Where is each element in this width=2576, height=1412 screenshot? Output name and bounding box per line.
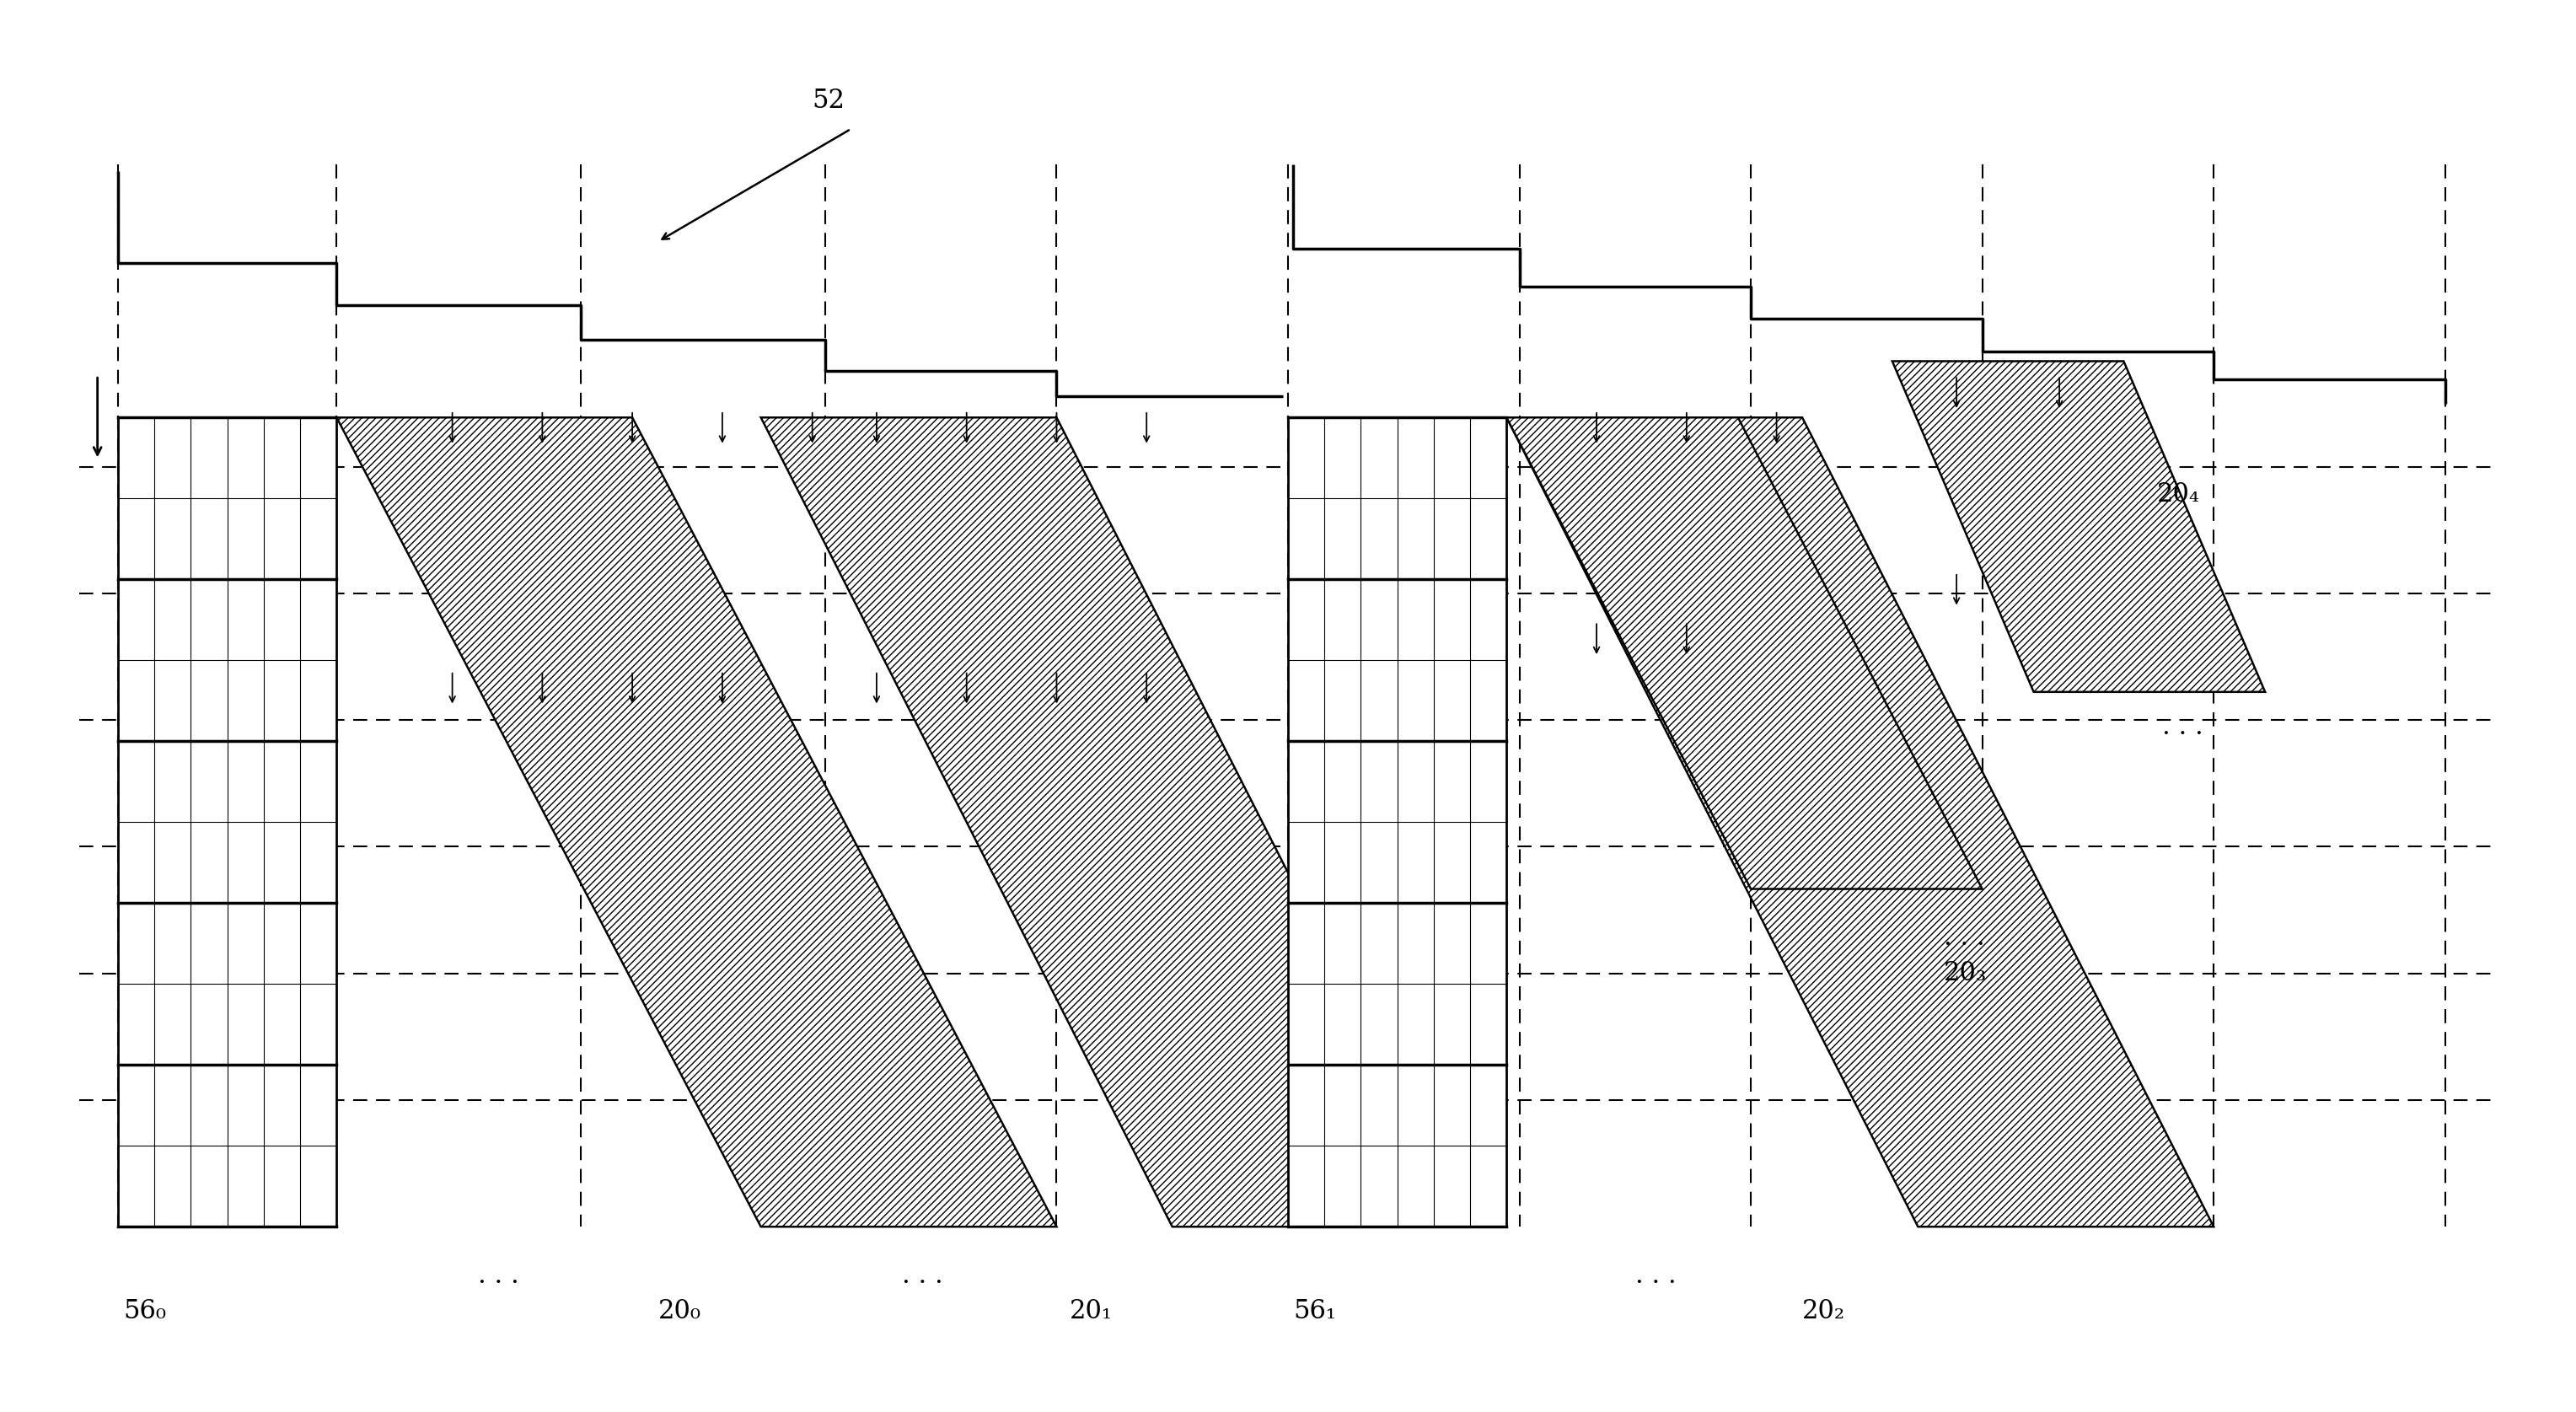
Text: . . .: . . . xyxy=(479,1262,520,1289)
Text: 56₀: 56₀ xyxy=(124,1298,167,1324)
Text: 20₁: 20₁ xyxy=(1069,1298,1113,1324)
Polygon shape xyxy=(1893,361,2264,692)
Polygon shape xyxy=(1507,418,1984,890)
Polygon shape xyxy=(1507,418,2213,1227)
Text: 20₀: 20₀ xyxy=(657,1298,701,1324)
Polygon shape xyxy=(760,418,1468,1227)
Text: . . .: . . . xyxy=(902,1262,943,1289)
Text: 20₂: 20₂ xyxy=(1803,1298,1844,1324)
Bar xyxy=(1288,418,1507,1227)
Bar xyxy=(118,418,337,1227)
Text: . . .: . . . xyxy=(1945,925,1984,952)
Polygon shape xyxy=(337,418,1056,1227)
Text: 20₃: 20₃ xyxy=(1945,960,1986,987)
Text: 56₁: 56₁ xyxy=(1293,1298,1337,1324)
Text: 52: 52 xyxy=(811,88,845,114)
Text: 20₄: 20₄ xyxy=(2156,481,2200,508)
Text: . . .: . . . xyxy=(2161,714,2202,740)
Text: . . .: . . . xyxy=(1636,1262,1677,1289)
